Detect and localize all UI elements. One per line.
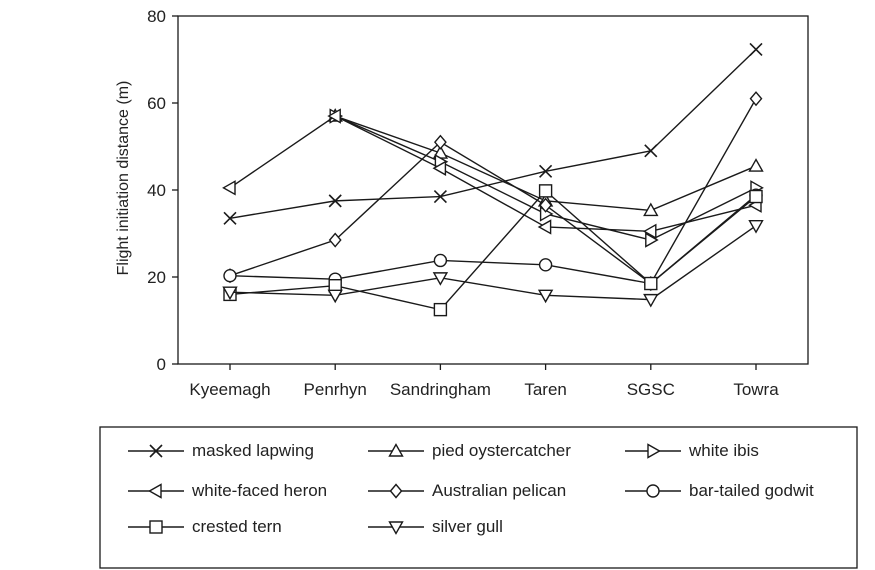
legend-item: bar-tailed godwit — [625, 481, 814, 500]
data-point — [433, 189, 447, 204]
data-point — [433, 134, 447, 150]
legend-label: pied oystercatcher — [432, 441, 571, 460]
x-tick-label: SGSC — [627, 380, 675, 399]
data-point — [222, 180, 236, 196]
data-point — [538, 258, 553, 272]
legend-marker — [647, 443, 661, 459]
legend-item: pied oystercatcher — [368, 441, 571, 460]
legend-marker — [646, 484, 660, 498]
legend-item: silver gull — [368, 517, 503, 536]
data-point — [537, 289, 554, 304]
y-axis-title: Flight initiation distance (m) — [115, 81, 132, 276]
legend-marker — [148, 483, 162, 499]
series-line — [229, 98, 757, 285]
data-point — [327, 108, 341, 124]
data-point — [749, 42, 763, 57]
data-point — [538, 184, 553, 198]
legend-item: white ibis — [625, 441, 759, 460]
plot-area: 0 20 40 60 80 Kyeemagh Penrhyn Sandringham Taren… — [115, 7, 809, 399]
data-point — [644, 144, 658, 158]
legend-item: crested tern — [128, 517, 282, 536]
legend-marker — [388, 521, 404, 535]
data-point — [537, 219, 552, 235]
data-point — [223, 268, 237, 283]
data-point — [433, 302, 448, 317]
data-point — [643, 293, 659, 308]
legend-marker — [389, 483, 403, 499]
y-tick-label: 40 — [147, 181, 166, 200]
data-point — [222, 286, 238, 301]
legend-item: Australian pelican — [368, 481, 566, 500]
x-tick-label: Towra — [733, 380, 779, 399]
x-tick-label: Sandringham — [390, 380, 491, 399]
series-line — [229, 48, 757, 219]
legend-label: bar-tailed godwit — [689, 481, 814, 500]
data-point — [748, 158, 764, 172]
y-tick-label: 0 — [157, 355, 166, 374]
legend-marker — [149, 444, 163, 458]
legend-marker — [149, 520, 163, 534]
data-point — [432, 160, 447, 176]
data-point — [749, 91, 763, 107]
plot-frame — [177, 15, 809, 365]
legend-label: white ibis — [688, 441, 759, 460]
series-line — [229, 115, 757, 233]
series-line — [229, 194, 757, 285]
x-tick-label: Taren — [524, 380, 567, 399]
series-masked-lapwing — [223, 42, 763, 225]
x-tick-label: Penrhyn — [304, 380, 367, 399]
legend-label: crested tern — [192, 517, 282, 536]
data-point — [539, 197, 553, 213]
data-point — [328, 194, 342, 208]
data-point — [644, 276, 658, 291]
data-point — [432, 272, 449, 286]
legend-label: masked lapwing — [192, 441, 314, 460]
legend-item: white-faced heron — [128, 481, 327, 500]
data-point — [749, 189, 763, 204]
series-bar-tailed-godwit — [223, 188, 763, 291]
legend-label: white-faced heron — [191, 481, 327, 500]
data-point — [539, 164, 553, 178]
series-line — [229, 225, 757, 301]
y-tick-label: 20 — [147, 268, 166, 287]
legend-box — [99, 426, 858, 569]
data-point — [643, 202, 659, 217]
legend-label: silver gull — [432, 517, 503, 536]
legend: masked lapwing pied oystercatcher white ib… — [99, 426, 858, 569]
legend-label: Australian pelican — [432, 481, 566, 500]
y-tick-label: 60 — [147, 94, 166, 113]
legend-item: masked lapwing — [128, 441, 314, 460]
series-crested-tern — [223, 184, 763, 317]
data-point — [645, 232, 659, 248]
data-point — [327, 289, 343, 304]
data-point — [433, 253, 448, 268]
x-tick-label: Kyeemagh — [189, 380, 270, 399]
series-line — [229, 189, 757, 311]
series-silver-gull — [222, 219, 764, 308]
data-point — [328, 232, 342, 248]
data-point — [223, 211, 237, 225]
data-point — [642, 223, 657, 240]
y-tick-label: 80 — [147, 7, 166, 26]
data-point — [748, 219, 764, 234]
legend-marker — [388, 443, 404, 457]
